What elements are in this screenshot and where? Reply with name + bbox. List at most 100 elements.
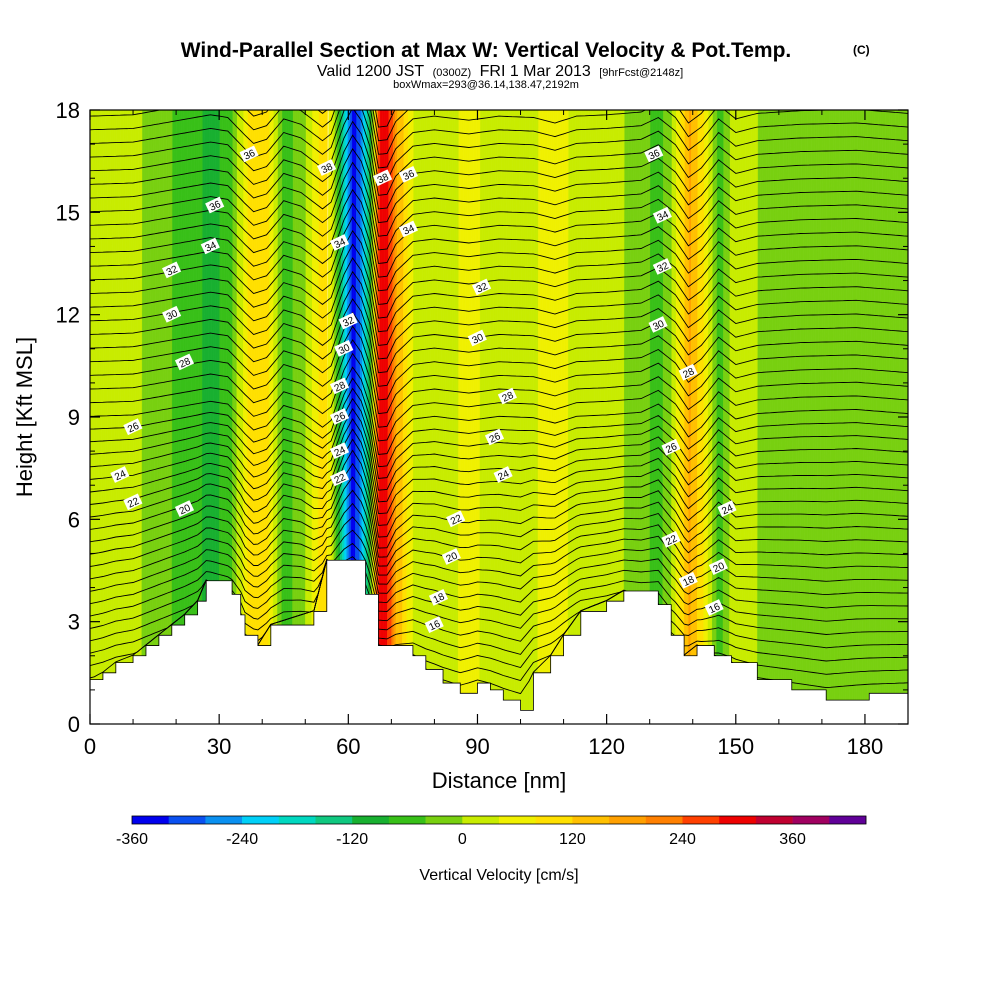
isentrope-label-bg: [644, 145, 664, 163]
isentrope-label-text: 22: [333, 472, 348, 487]
isentrope-label: 22: [446, 510, 466, 528]
isentrope-label-bg: [329, 408, 350, 425]
colorbar-swatch: [645, 816, 683, 824]
isentrope-label-text: 34: [402, 223, 417, 238]
isentrope-label-text: 28: [178, 356, 193, 371]
isentrope-label-text: 20: [712, 560, 727, 575]
colorbar-swatch: [719, 816, 757, 824]
isentrope-label-text: 24: [496, 468, 511, 483]
isentrope-line: [90, 529, 908, 603]
isentrope-line: [90, 489, 908, 576]
isentrope-label-bg: [708, 558, 728, 576]
isentrope-label-text: 24: [333, 444, 348, 459]
isentrope-label-text: 34: [204, 240, 219, 255]
isentrope-label: 32: [338, 312, 358, 330]
isentrope-label: 24: [493, 466, 513, 483]
title-block: Wind-Parallel Section at Max W: Vertical…: [181, 39, 870, 91]
isentrope-label: 28: [497, 387, 517, 405]
isentrope-label-text: 32: [475, 281, 490, 296]
colorbar-swatch: [499, 816, 536, 824]
colorbar-tick-label: -360: [116, 831, 148, 848]
isentrope-label-text: 32: [165, 264, 180, 279]
colorbar-tick-label: 120: [559, 831, 586, 848]
isentrope-label-bg: [162, 305, 182, 323]
isentrope-label-text: 24: [113, 468, 128, 483]
isentrope-line: [90, 556, 908, 629]
isentrope-label-bg: [678, 363, 698, 381]
isentrope-label-text: 28: [501, 390, 516, 405]
isentrope-line: [90, 202, 908, 292]
isentrope-line: [90, 188, 908, 278]
isentrope-line: [90, 120, 908, 210]
isentrope-label: 26: [661, 438, 681, 456]
isentrope-label-text: 30: [337, 342, 352, 357]
isentrope-label-text: 26: [488, 431, 503, 446]
isentrope-label-text: 38: [376, 172, 391, 187]
isentrope-label-bg: [497, 387, 517, 405]
isentrope-label: 20: [174, 500, 195, 517]
isentrope-label-bg: [704, 599, 724, 616]
y-tick-label: 6: [68, 507, 80, 532]
isentrope-label: 24: [110, 466, 130, 483]
velocity-strip: [380, 110, 385, 724]
velocity-strip: [382, 110, 387, 724]
isentrope-label-text: 22: [664, 533, 679, 548]
isentrope-label-bg: [123, 493, 143, 511]
isentrope-label: 26: [329, 408, 350, 425]
isentrope-line: [90, 110, 908, 155]
x-axis-label: Distance [nm]: [432, 768, 567, 793]
colorbar-swatch: [462, 816, 500, 824]
isentrope-label: 36: [205, 196, 225, 214]
velocity-strip: [395, 110, 400, 724]
isentrope-line: [90, 148, 908, 237]
colorbar-swatch: [829, 816, 867, 824]
isentrope-label-text: 26: [664, 441, 679, 456]
isentrope-line: [90, 257, 908, 346]
isentrope-label-text: 28: [333, 380, 348, 395]
colorbar-swatch: [425, 816, 463, 824]
isentrope-line: [90, 502, 908, 585]
isentrope-label-text: 36: [208, 199, 223, 214]
isentrope-label: 30: [467, 329, 487, 347]
colorbar-swatch: [535, 816, 573, 824]
isentrope-label: 32: [652, 258, 672, 275]
isentrope-label-text: 24: [720, 502, 735, 517]
velocity-strip: [408, 110, 413, 724]
y-tick-label: 18: [56, 98, 80, 123]
isentrope-label: 26: [484, 428, 505, 446]
isentrope-label: 36: [644, 145, 664, 163]
copyright-mark: (C): [853, 43, 870, 57]
isentrope-line: [90, 298, 908, 387]
isentrope-label: 36: [239, 145, 259, 163]
colorbar-tick-label: -120: [336, 831, 368, 848]
isentrope-line: [90, 476, 908, 567]
isentrope-label-text: 34: [656, 209, 671, 224]
isentrope-label-bg: [446, 510, 466, 528]
isentrope-label-bg: [205, 196, 225, 214]
colorbar: -360 -240 -120 0 120 240 360: [116, 815, 867, 848]
isentrope-label-bg: [398, 165, 418, 183]
colorbar-swatch: [755, 816, 793, 824]
isentrope-label-bg: [174, 353, 195, 371]
isentrope-label: 32: [162, 261, 182, 279]
isentrope-label-bg: [334, 339, 354, 357]
y-tick-label: 15: [56, 200, 80, 225]
isentrope-line: [90, 284, 908, 374]
isentrope-label-text: 32: [656, 260, 671, 275]
isentrope-label-text: 22: [126, 496, 141, 511]
isentrope-label-bg: [329, 377, 350, 395]
isentrope-line: [90, 325, 908, 415]
isentrope-line: [90, 134, 908, 224]
isentrope-label: 18: [678, 571, 698, 589]
y-tick-label: 3: [68, 610, 80, 635]
isentrope-label: 30: [162, 305, 182, 323]
isentrope-label-text: 36: [242, 148, 257, 163]
isentrope-line: [90, 397, 908, 491]
isentrope-label: 38: [317, 159, 337, 176]
colorbar-swatch: [792, 816, 830, 824]
isentrope-label-bg: [317, 159, 337, 176]
isentrope-label-bg: [338, 312, 358, 330]
velocity-strip: [384, 110, 390, 724]
isentrope-label: 30: [334, 339, 354, 357]
isentrope-line: [90, 352, 908, 442]
